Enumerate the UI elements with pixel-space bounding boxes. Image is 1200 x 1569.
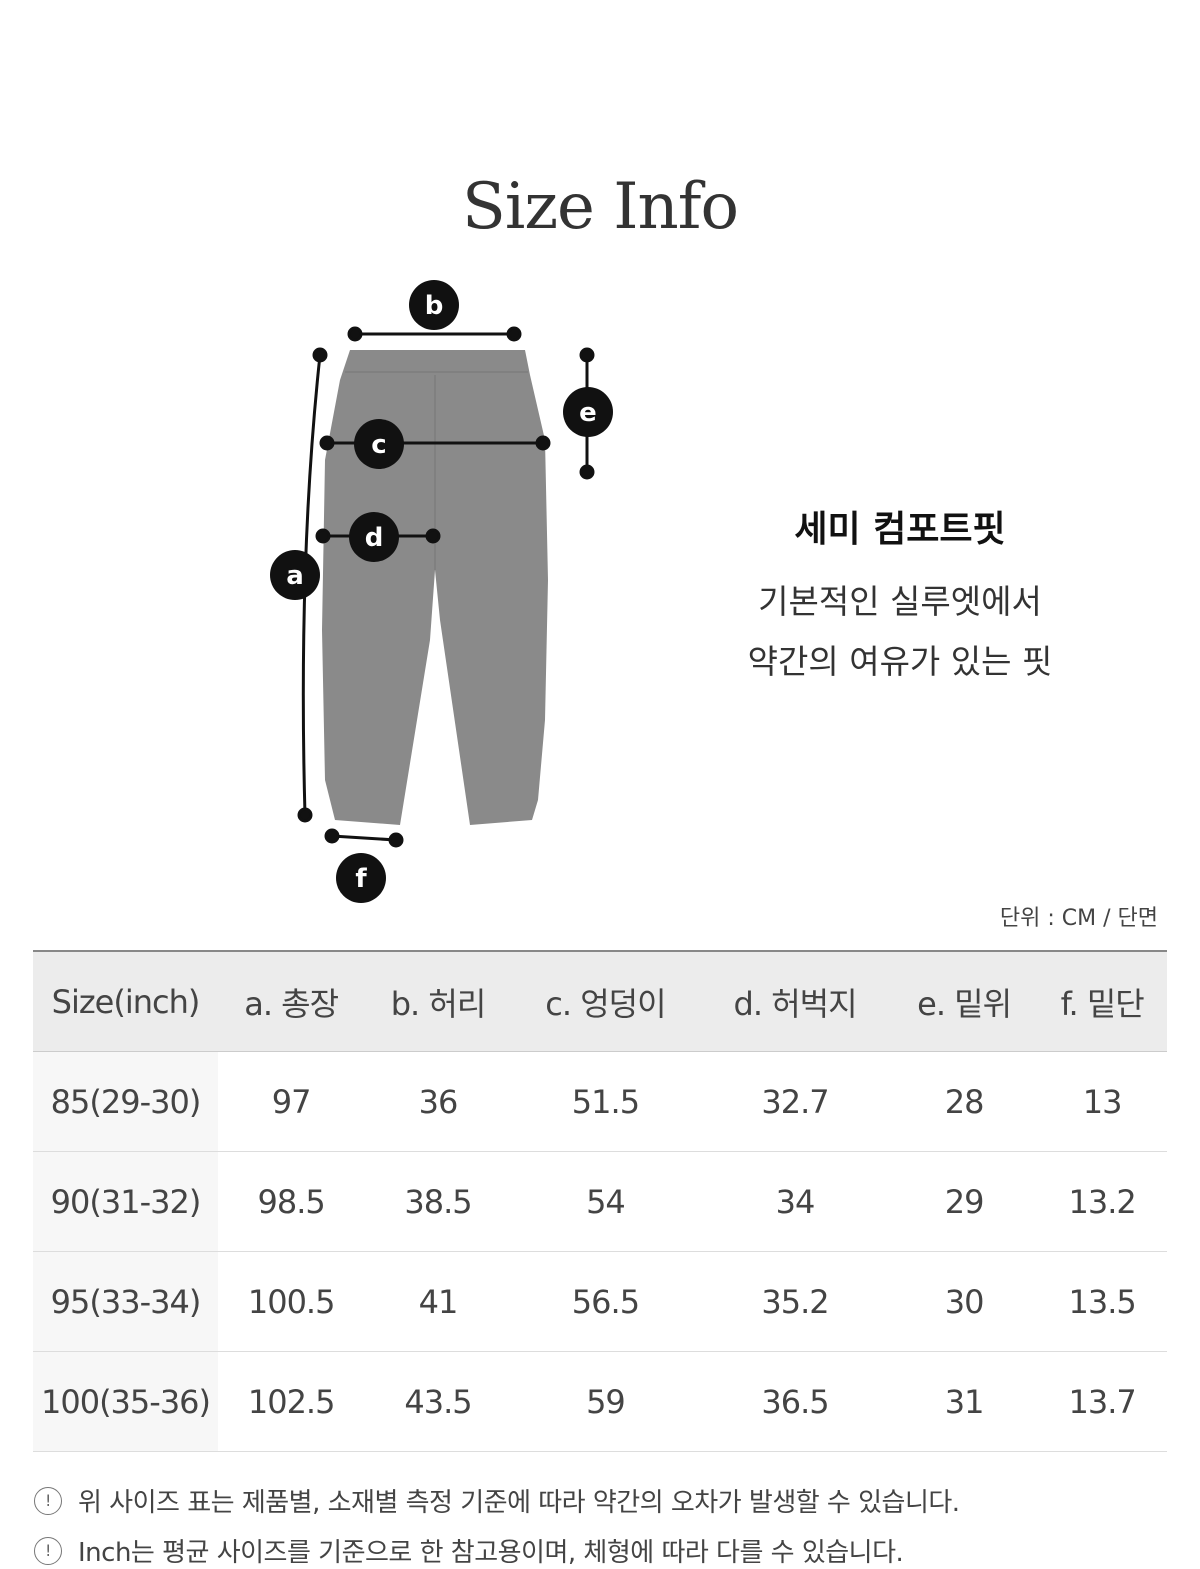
header-cell: e. 밑위 bbox=[890, 951, 1038, 1052]
measurement-cell: 97 bbox=[218, 1051, 365, 1152]
label-e: e bbox=[579, 398, 597, 428]
marker-b bbox=[409, 280, 459, 330]
header-cell: c. 엉덩이 bbox=[511, 951, 700, 1052]
note: ! 위 사이즈 표는 제품별, 소재별 측정 기준에 따라 약간의 오차가 발생… bbox=[34, 1482, 960, 1519]
page-title: Size Info bbox=[462, 170, 739, 244]
size-cell: 95(33-34) bbox=[33, 1251, 218, 1352]
measurement-cell: 41 bbox=[364, 1251, 512, 1352]
measurement-cell: 56.5 bbox=[511, 1251, 700, 1352]
size-cell: 90(31-32) bbox=[33, 1151, 218, 1252]
measurement-cell: 13.2 bbox=[1037, 1151, 1167, 1252]
measurement-cell: 51.5 bbox=[511, 1051, 700, 1152]
fit-desc-line: 기본적인 실루엣에서 bbox=[758, 582, 1042, 621]
measurement-cell: 54 bbox=[511, 1151, 700, 1252]
fit-description: 기본적인 실루엣에서 약간의 여유가 있는 핏 bbox=[700, 572, 1100, 692]
measure-markers bbox=[270, 280, 613, 903]
unit-label: 단위 : CM / 단면 bbox=[999, 906, 1158, 931]
measurement-cell: 36.5 bbox=[699, 1351, 891, 1452]
size-table: Size(inch) a. 총장 b. 허리 c. 엉덩이 d. 허벅지 e. … bbox=[33, 950, 1167, 1452]
fit-desc-line: 약간의 여유가 있는 핏 bbox=[747, 642, 1053, 681]
measurement-cell: 98.5 bbox=[218, 1151, 365, 1252]
table-row: 85(29-30) 97 36 51.5 32.7 28 13 bbox=[33, 1051, 1167, 1152]
label-d: d bbox=[365, 523, 384, 553]
header-cell: Size(inch) bbox=[33, 951, 218, 1052]
marker-e bbox=[563, 387, 613, 437]
table-row: 90(31-32) 98.5 38.5 54 34 29 13.2 bbox=[33, 1151, 1167, 1252]
exclamation-circle-icon: ! bbox=[34, 1536, 62, 1565]
table-row: 100(35-36) 102.5 43.5 59 36.5 31 13.7 bbox=[33, 1351, 1167, 1452]
size-cell: 100(35-36) bbox=[33, 1351, 218, 1452]
marker-c bbox=[354, 419, 404, 469]
note-text: 위 사이즈 표는 제품별, 소재별 측정 기준에 따라 약간의 오차가 발생할 … bbox=[78, 1488, 960, 1518]
measurement-cell: 13 bbox=[1037, 1051, 1167, 1152]
table-header-row: Size(inch) a. 총장 b. 허리 c. 엉덩이 d. 허벅지 e. … bbox=[33, 951, 1167, 1052]
label-b: b bbox=[425, 291, 444, 321]
measurement-cell: 28 bbox=[890, 1051, 1038, 1152]
label-c: c bbox=[371, 430, 386, 460]
measurement-cell: 13.7 bbox=[1037, 1351, 1167, 1452]
fit-title: 세미 컴포트핏 bbox=[794, 509, 1006, 550]
measurement-cell: 59 bbox=[511, 1351, 700, 1452]
measurement-cell: 43.5 bbox=[364, 1351, 512, 1452]
measurement-cell: 30 bbox=[890, 1251, 1038, 1352]
measurement-cell: 13.5 bbox=[1037, 1251, 1167, 1352]
header-cell: a. 총장 bbox=[218, 951, 365, 1052]
size-cell: 85(29-30) bbox=[33, 1051, 218, 1152]
measurement-cell: 100.5 bbox=[218, 1251, 365, 1352]
measurement-cell: 35.2 bbox=[699, 1251, 891, 1352]
exclamation-circle-icon: ! bbox=[34, 1486, 62, 1515]
marker-d bbox=[349, 512, 399, 562]
measurement-cell: 34 bbox=[699, 1151, 891, 1252]
pants-size-diagram: a b c d e f bbox=[270, 280, 613, 903]
marker-a bbox=[270, 550, 320, 600]
label-f: f bbox=[355, 864, 367, 894]
header-cell: b. 허리 bbox=[364, 951, 512, 1052]
note: ! Inch는 평균 사이즈를 기준으로 한 참고용이며, 체형에 따라 다를 … bbox=[34, 1532, 904, 1569]
marker-f bbox=[336, 853, 386, 903]
label-a: a bbox=[286, 561, 304, 591]
header-cell: f. 밑단 bbox=[1037, 951, 1167, 1052]
measurement-cell: 31 bbox=[890, 1351, 1038, 1452]
measurement-cell: 102.5 bbox=[218, 1351, 365, 1452]
note-text: Inch는 평균 사이즈를 기준으로 한 참고용이며, 체형에 따라 다를 수 … bbox=[78, 1538, 904, 1568]
measurement-cell: 36 bbox=[364, 1051, 512, 1152]
measurement-cell: 38.5 bbox=[364, 1151, 512, 1252]
header-cell: d. 허벅지 bbox=[699, 951, 891, 1052]
measurement-cell: 32.7 bbox=[699, 1051, 891, 1152]
measurement-cell: 29 bbox=[890, 1151, 1038, 1252]
table-row: 95(33-34) 100.5 41 56.5 35.2 30 13.5 bbox=[33, 1251, 1167, 1352]
